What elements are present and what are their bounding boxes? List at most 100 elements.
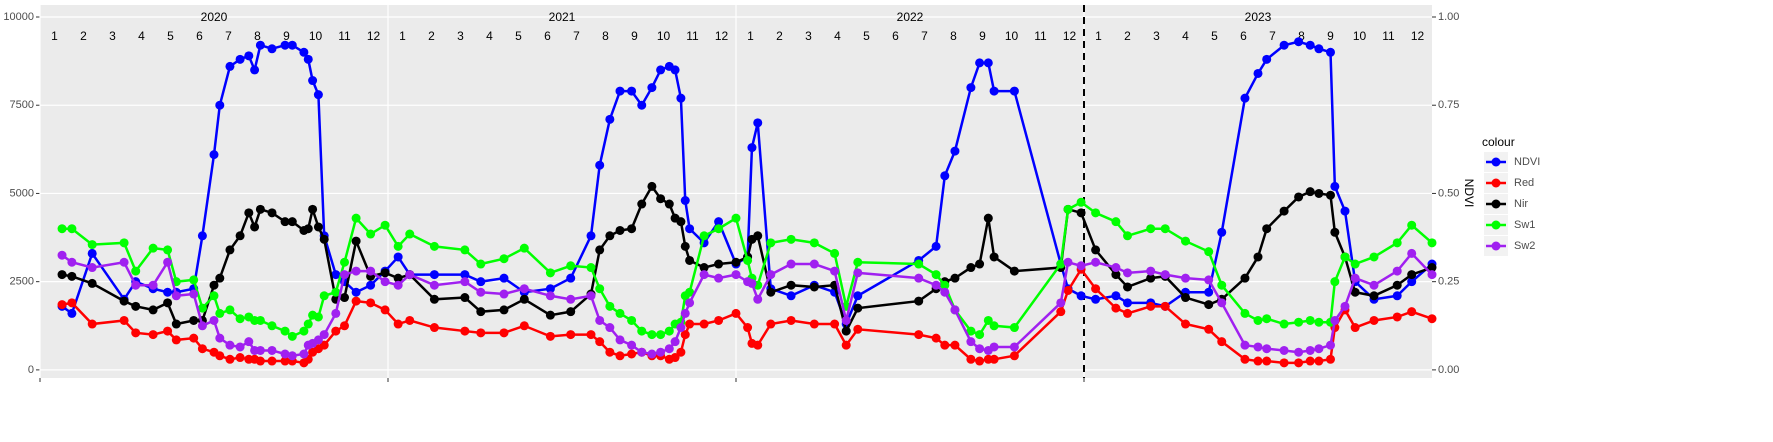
- data-point: [853, 257, 863, 267]
- y-tick-label: 7500: [10, 99, 34, 111]
- data-point: [786, 259, 796, 269]
- year-label: 2023: [1245, 10, 1272, 24]
- month-label: 4: [486, 29, 493, 43]
- data-point: [313, 90, 323, 100]
- data-point: [87, 278, 97, 288]
- month-label: 6: [544, 29, 551, 43]
- data-point: [366, 229, 376, 239]
- data-point: [809, 259, 819, 269]
- data-point: [656, 194, 666, 204]
- month-label: 5: [863, 29, 870, 43]
- data-point: [131, 328, 141, 338]
- data-point: [331, 308, 341, 318]
- data-point: [731, 308, 741, 318]
- data-point: [983, 58, 993, 68]
- data-point: [1350, 287, 1360, 297]
- data-point: [1146, 273, 1156, 283]
- data-point: [989, 354, 999, 364]
- data-point: [340, 321, 349, 331]
- month-label: 8: [1298, 29, 1305, 43]
- data-point: [647, 83, 657, 93]
- legend-title: colour: [1482, 135, 1515, 149]
- data-point: [148, 280, 158, 290]
- data-point: [637, 100, 647, 110]
- data-point: [1314, 356, 1324, 366]
- data-point: [1160, 301, 1170, 311]
- data-point: [714, 315, 724, 325]
- data-point: [366, 280, 376, 290]
- data-point: [699, 231, 709, 241]
- data-point: [215, 100, 225, 110]
- data-point: [1369, 280, 1379, 290]
- data-point: [366, 266, 376, 276]
- data-point: [983, 213, 993, 223]
- data-point: [627, 224, 637, 234]
- data-point: [647, 181, 657, 191]
- data-point: [267, 208, 277, 218]
- data-point: [351, 236, 361, 246]
- data-point: [476, 277, 486, 287]
- data-point: [1009, 351, 1019, 361]
- data-point: [225, 305, 235, 315]
- data-point: [753, 118, 763, 128]
- y-tick-label: 2500: [10, 276, 34, 288]
- data-point: [950, 305, 960, 315]
- month-label: 5: [1211, 29, 1218, 43]
- data-point: [1146, 301, 1156, 311]
- data-point: [1009, 86, 1019, 96]
- data-point: [280, 40, 290, 50]
- month-label: 8: [602, 29, 609, 43]
- data-point: [841, 326, 851, 336]
- data-point: [566, 273, 576, 283]
- data-point: [1204, 275, 1214, 285]
- data-point: [215, 308, 225, 318]
- month-label: 10: [1005, 29, 1019, 43]
- data-point: [351, 266, 361, 276]
- data-point: [680, 241, 690, 251]
- legend-dot: [1491, 157, 1501, 167]
- data-point: [676, 93, 686, 103]
- year-label: 2022: [897, 10, 924, 24]
- data-point: [627, 340, 637, 350]
- data-point: [664, 326, 674, 336]
- data-point: [244, 208, 254, 218]
- data-point: [393, 241, 403, 251]
- data-point: [287, 351, 297, 361]
- data-point: [299, 326, 309, 336]
- data-point: [605, 231, 615, 241]
- data-point: [225, 245, 235, 255]
- data-point: [545, 284, 555, 294]
- data-point: [148, 243, 158, 253]
- data-point: [476, 328, 486, 338]
- data-point: [1091, 257, 1101, 267]
- data-point: [1253, 356, 1263, 366]
- data-point: [1181, 319, 1190, 329]
- data-point: [405, 270, 415, 280]
- data-point: [1326, 190, 1335, 200]
- data-point: [148, 305, 158, 315]
- data-point: [476, 307, 486, 317]
- month-label: 3: [109, 29, 116, 43]
- data-point: [67, 298, 77, 308]
- data-point: [950, 146, 960, 156]
- y2-tick-label: 0.50: [1438, 187, 1459, 199]
- data-point: [393, 273, 403, 283]
- data-point: [786, 291, 796, 301]
- month-label: 7: [921, 29, 928, 43]
- data-point: [595, 315, 605, 325]
- data-point: [605, 323, 615, 333]
- data-point: [429, 270, 439, 280]
- data-point: [189, 315, 199, 325]
- data-point: [1294, 37, 1304, 47]
- data-point: [940, 280, 950, 290]
- data-point: [215, 273, 225, 283]
- month-label: 3: [805, 29, 812, 43]
- data-point: [680, 308, 690, 318]
- data-point: [189, 333, 199, 343]
- data-point: [189, 275, 199, 285]
- data-point: [595, 284, 605, 294]
- data-point: [989, 342, 999, 352]
- data-point: [637, 326, 647, 336]
- month-label: 11: [338, 29, 351, 43]
